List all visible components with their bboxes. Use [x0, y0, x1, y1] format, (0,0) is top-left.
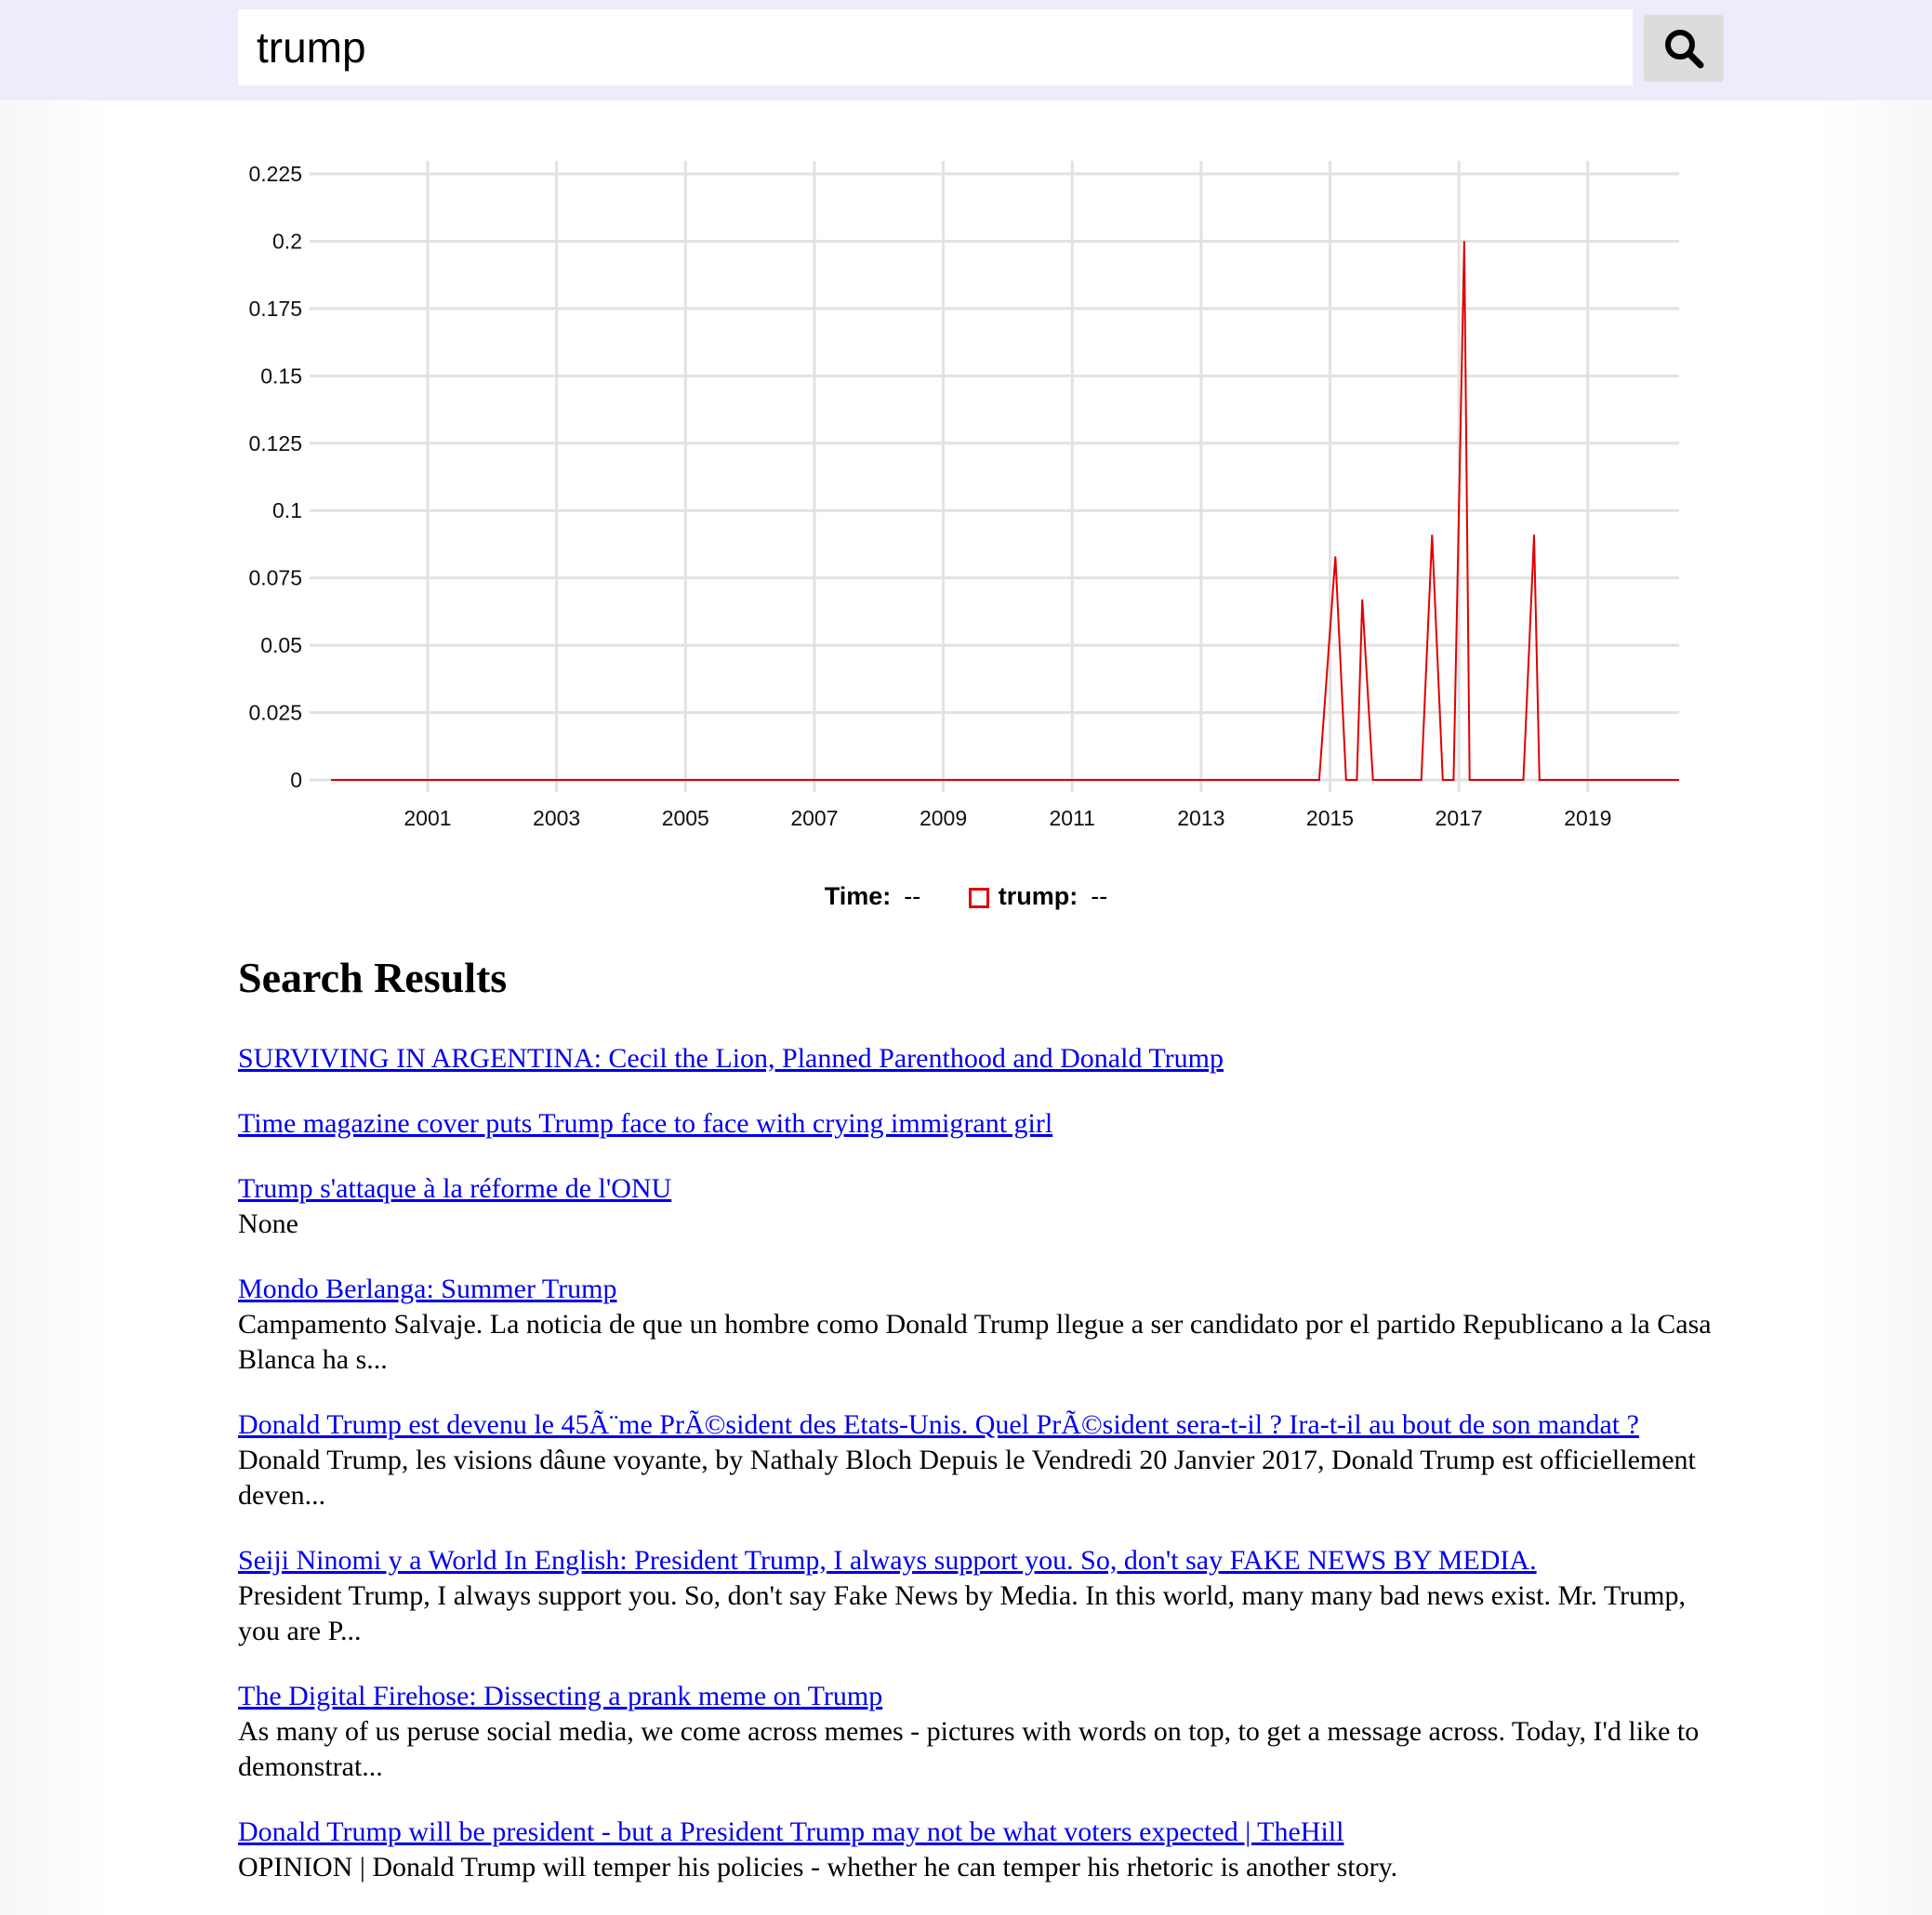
- result-item: SURVIVING IN ARGENTINA: Cecil the Lion, …: [238, 1041, 1726, 1076]
- legend-series-value: --: [1091, 882, 1108, 911]
- x-tick-label: 2001: [404, 806, 451, 830]
- y-tick-label: 0.025: [248, 701, 302, 725]
- y-tick-label: 0.05: [260, 633, 302, 657]
- page-shade: [0, 100, 1932, 1915]
- x-axis-ticks: 2001 2003 2005 2007 2009 2011 2013 2015 2017 2019: [404, 806, 1611, 830]
- legend-time: Time: --: [825, 882, 921, 911]
- x-tick-label: 2017: [1436, 806, 1483, 830]
- result-item: Time magazine cover puts Trump face to f…: [238, 1106, 1726, 1142]
- result-item: Mondo Berlanga: Summer Trump Campamento …: [238, 1272, 1726, 1378]
- search-input[interactable]: [238, 9, 1633, 86]
- results-heading: Search Results: [238, 954, 508, 1001]
- result-item: Seiji Ninomi y a World In English: Presi…: [238, 1543, 1726, 1649]
- y-axis-ticks: 0 0.025 0.05 0.075 0.1 0.125 0.15 0.175 0.2 0.225: [248, 162, 302, 792]
- result-snippet: Campamento Salvaje. La noticia de que un…: [238, 1309, 1712, 1375]
- result-snippet: OPINION | Donald Trump will temper his p…: [238, 1852, 1398, 1882]
- result-snippet: Donald Trump, les visions dâune voyante,…: [238, 1445, 1696, 1511]
- x-tick-label: 2015: [1306, 806, 1354, 830]
- y-tick-label: 0.15: [260, 363, 302, 388]
- legend-time-label: Time:: [824, 882, 892, 911]
- x-tick-label: 2013: [1177, 806, 1224, 830]
- result-link[interactable]: Donald Trump will be president - but a P…: [238, 1816, 1344, 1847]
- legend-time-value: --: [904, 882, 921, 911]
- legend-series-label: trump:: [998, 882, 1078, 911]
- y-tick-label: 0.2: [272, 229, 302, 253]
- y-tick-label: 0.125: [248, 431, 302, 456]
- result-item: Donald Trump est devenu le 45Ã¨me PrÃ©si…: [238, 1407, 1726, 1513]
- chart-legend: Time: -- trump: --: [0, 881, 1932, 911]
- y-tick-label: 0.175: [248, 297, 302, 321]
- result-snippet: None: [238, 1208, 298, 1239]
- chart-series: [331, 241, 1679, 781]
- search-icon: [1665, 30, 1704, 69]
- x-tick-label: 2005: [662, 806, 709, 830]
- result-link[interactable]: The Digital Firehose: Dissecting a prank…: [238, 1681, 883, 1711]
- result-snippet: President Trump, I always support you. S…: [238, 1580, 1687, 1646]
- x-tick-label: 2003: [533, 806, 580, 830]
- result-item: The Digital Firehose: Dissecting a prank…: [238, 1679, 1726, 1785]
- result-item: Trump s'attaque à la réforme de l'ONU No…: [238, 1171, 1726, 1242]
- y-tick-label: 0.1: [272, 498, 302, 522]
- legend-series-trump[interactable]: trump: --: [968, 882, 1108, 911]
- result-snippet: As many of us peruse social media, we co…: [238, 1716, 1700, 1782]
- x-tick-label: 2007: [790, 806, 838, 830]
- time-series-chart[interactable]: 0 0.025 0.05 0.075 0.1 0.125 0.15 0.175 0.2 0.225…: [0, 139, 1932, 846]
- x-tick-label: 2019: [1564, 806, 1611, 830]
- results-list: SURVIVING IN ARGENTINA: Cecil the Lion, …: [238, 1041, 1726, 1915]
- result-link[interactable]: Time magazine cover puts Trump face to f…: [238, 1108, 1053, 1139]
- chart-grid: [310, 161, 1679, 792]
- result-item: Donald Trump will be president - but a P…: [238, 1815, 1726, 1885]
- result-link[interactable]: Mondo Berlanga: Summer Trump: [238, 1274, 617, 1304]
- series-line-trump: [331, 241, 1679, 781]
- y-tick-label: 0.075: [248, 566, 302, 590]
- result-link[interactable]: Trump s'attaque à la réforme de l'ONU: [238, 1173, 672, 1204]
- legend-swatch: [968, 888, 989, 909]
- y-tick-label: 0: [290, 768, 302, 792]
- y-tick-label: 0.225: [248, 162, 302, 186]
- x-tick-label: 2009: [920, 806, 967, 830]
- result-link[interactable]: Donald Trump est devenu le 45Ã¨me PrÃ©si…: [238, 1409, 1639, 1440]
- result-link[interactable]: SURVIVING IN ARGENTINA: Cecil the Lion, …: [238, 1043, 1224, 1074]
- search-button[interactable]: [1644, 15, 1724, 82]
- result-link[interactable]: Seiji Ninomi y a World In English: Presi…: [238, 1545, 1537, 1576]
- x-tick-label: 2011: [1049, 806, 1094, 830]
